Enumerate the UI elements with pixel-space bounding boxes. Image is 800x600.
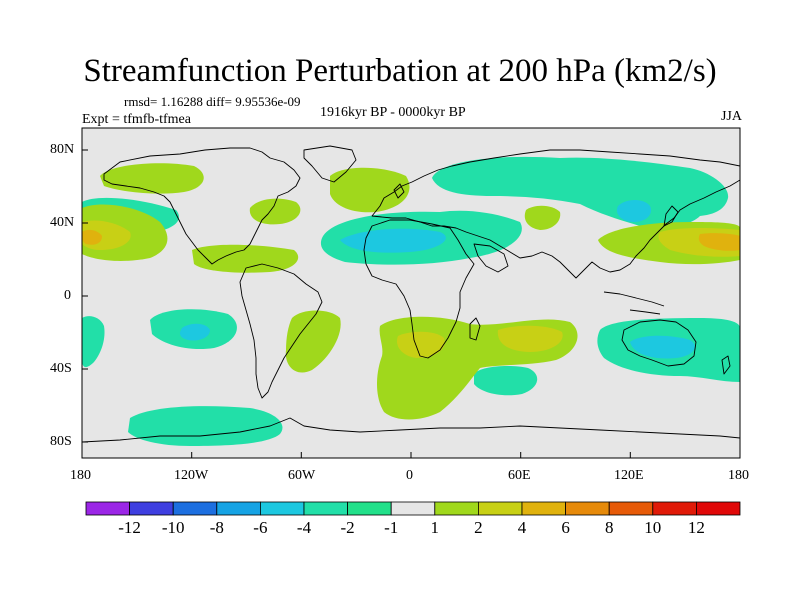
coastline-new-zealand	[721, 355, 731, 375]
colorbar-swatch	[652, 501, 697, 516]
colorbar-swatch	[608, 501, 654, 516]
colorbar-tick-label: -4	[296, 518, 312, 537]
x-tick-label: 60W	[288, 468, 316, 483]
colorbar-tick-label: -12	[118, 518, 141, 537]
contour-region-pos-natlantic	[330, 167, 410, 213]
contour-region-neg-atlantic-core	[340, 228, 446, 253]
colorbar-tick-label: -8	[209, 518, 224, 537]
x-tick-label: 120W	[174, 468, 209, 483]
contour-region-pos-caribbean	[192, 244, 299, 273]
contour-region-pos-npac-west-peak	[82, 229, 102, 245]
contour-region-pos-caspian	[524, 205, 561, 230]
coastline-south-america	[239, 263, 323, 399]
coastline-arabia	[473, 243, 509, 273]
colorbar-tick-label: 6	[561, 518, 570, 537]
coastline-antarctica	[82, 417, 740, 443]
contour-region-neg-eurasia-core	[616, 200, 652, 222]
coastlines	[82, 145, 740, 443]
colorbar-swatch	[129, 501, 174, 516]
coastline-north-america	[103, 147, 301, 265]
colorbar-swatch	[85, 501, 130, 516]
x-tick-label: 60E	[508, 468, 531, 483]
colorbar-tick-label: 8	[604, 518, 614, 537]
y-tick-label: 40N	[50, 215, 75, 230]
contour-region-neg-southern	[128, 406, 283, 446]
colorbar-swatch	[303, 501, 348, 516]
colorbar-swatch	[390, 501, 436, 516]
colorbar-tick-label: 1	[430, 518, 440, 537]
contour-region-neg-westpac-south	[82, 316, 105, 368]
colorbar-tick-label: -1	[384, 518, 399, 537]
contour-region-pos-namerica	[249, 198, 301, 225]
colorbar-swatch	[259, 501, 305, 516]
coastline-japan	[663, 205, 679, 227]
period-label: 1916kyr BP - 0000kyr BP	[320, 105, 466, 120]
colorbar-tick-label: -2	[340, 518, 355, 537]
colorbar-tick-label: 12	[687, 518, 705, 537]
colorbar-swatch	[172, 501, 218, 516]
colorbar-swatch	[216, 501, 261, 516]
map-area	[82, 128, 740, 458]
y-tick-label: 0	[64, 288, 71, 303]
contour-region-neg-eurasia	[432, 156, 729, 229]
x-tick-label: 120E	[614, 468, 644, 483]
colorbar-swatch	[565, 501, 610, 516]
contour-region-pos-sindian-core	[497, 325, 563, 352]
stats-text: rmsd= 1.16288 diff= 9.95536e-09	[124, 94, 301, 109]
contour-region-neg-sindian	[474, 366, 538, 396]
chart-title: Streamfunction Perturbation at 200 hPa (…	[83, 53, 717, 89]
colorbar-swatch	[696, 501, 741, 516]
colorbar-swatch	[477, 501, 523, 516]
coastline-eurasia	[371, 149, 740, 279]
colorbar-swatch	[521, 501, 566, 516]
y-tick-label: 80S	[50, 434, 72, 449]
colorbar-tick-label: -10	[161, 518, 185, 537]
coastline-africa	[363, 219, 475, 359]
colorbar-tick-label: 2	[474, 518, 483, 537]
colorbar-tick-label: 4	[517, 518, 527, 537]
coastline-indonesia	[603, 291, 665, 315]
axis-ticks	[81, 149, 741, 458]
y-tick-label: 80N	[50, 142, 75, 157]
colorbar-swatch	[347, 501, 392, 516]
season-label: JJA	[720, 109, 742, 124]
contour-region-pos-satlantic-core	[396, 331, 445, 358]
colorbar-tick-label: 10	[644, 518, 662, 537]
x-tick-label: 180	[728, 468, 749, 483]
experiment-label: Expt = tfmfb-tfmea	[82, 112, 191, 127]
contour-region-pos-samerica	[285, 310, 341, 373]
colorbar-tick-label: -6	[253, 518, 268, 537]
colorbar-swatch	[434, 501, 479, 516]
x-tick-label: 0	[406, 468, 413, 483]
contour-region-pos-wpac-peak	[698, 233, 740, 251]
contour-region-neg-australia-core	[630, 335, 695, 359]
x-tick-label: 180	[70, 468, 91, 483]
y-tick-label: 40S	[50, 361, 72, 376]
contour-region-neg-seastpac-core	[180, 323, 210, 341]
colorbar	[85, 501, 741, 516]
coastline-greenland	[303, 145, 357, 183]
coastline-uk	[393, 183, 405, 199]
coastline-australia	[621, 319, 697, 367]
coastline-madagascar	[469, 317, 481, 341]
